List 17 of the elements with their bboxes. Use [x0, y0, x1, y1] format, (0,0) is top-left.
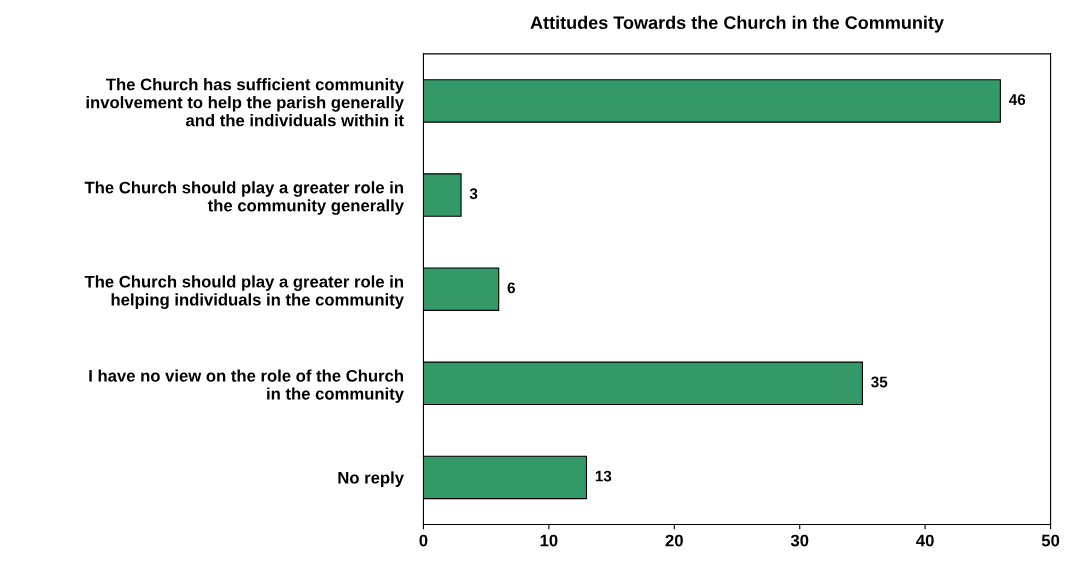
x-tick-label: 40: [916, 534, 934, 547]
data-label: 6: [507, 282, 515, 294]
chart-title: Attitudes Towards the Church in the Community: [530, 15, 944, 33]
x-tick-label: 10: [540, 534, 558, 547]
x-tick-label: 0: [419, 534, 428, 547]
y-tick-label: I have no view on the role of the Church in the community: [89, 369, 404, 403]
x-tick-label: 30: [790, 534, 809, 547]
x-tick-label: 20: [665, 534, 683, 547]
data-label: 46: [1008, 94, 1026, 106]
x-tick-label: 50: [1041, 534, 1060, 547]
data-label: 13: [595, 470, 612, 482]
y-tick-label: No reply: [338, 471, 404, 487]
data-label: 3: [469, 188, 478, 200]
y-tick-label: The Church should play a greater role in helping individuals in the community: [84, 275, 404, 309]
data-label: 35: [871, 376, 888, 388]
y-tick-label: The Church should play a greater role in the community generally: [84, 181, 404, 215]
y-tick-label: The Church has sufficient community involvement to help the parish generally and the individuals within it: [86, 78, 404, 127]
